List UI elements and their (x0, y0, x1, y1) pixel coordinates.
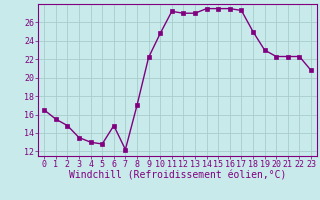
X-axis label: Windchill (Refroidissement éolien,°C): Windchill (Refroidissement éolien,°C) (69, 171, 286, 181)
